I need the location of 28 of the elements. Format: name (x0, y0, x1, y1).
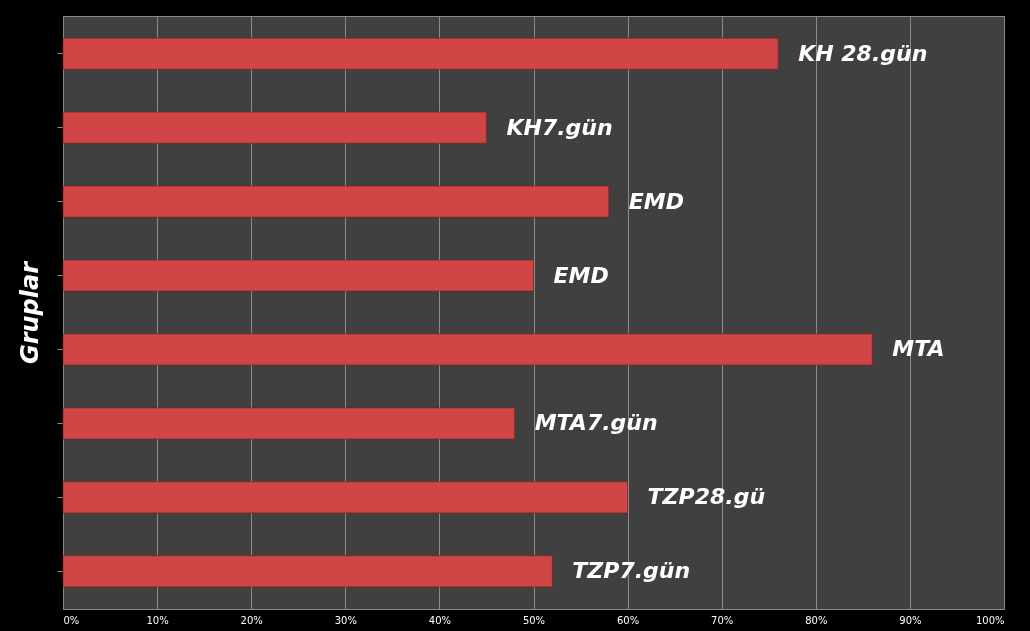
x-tick-label: 70% (711, 614, 734, 626)
bar (62, 481, 628, 514)
x-tick-label: 0% (63, 614, 80, 626)
x-tick-label: 80% (805, 614, 828, 626)
bar (62, 111, 487, 144)
y-tick-label: EMD (553, 262, 609, 288)
bar (62, 333, 873, 366)
bar (62, 555, 553, 588)
bar (62, 259, 534, 292)
x-tick-label: 20% (240, 614, 263, 626)
x-tick-label: 50% (522, 614, 546, 626)
x-tick-label: 100% (975, 614, 1005, 626)
bar (62, 37, 779, 70)
y-axis-title: Gruplar (16, 259, 44, 365)
x-tick-label: 90% (899, 614, 922, 626)
x-tick-label: 30% (334, 614, 357, 626)
y-tick-label: EMD (628, 188, 684, 214)
y-tick-label: KH 28.gün (798, 40, 928, 66)
x-tick-label: 10% (146, 614, 169, 626)
x-tick-label: 60% (616, 614, 640, 626)
bar (62, 185, 610, 218)
y-tick-label: KH7.gün (506, 114, 613, 140)
y-tick-label: TZP7.gün (572, 558, 691, 584)
y-tick-label: MTA7.gün (534, 410, 658, 436)
x-tick-label: 40% (428, 614, 452, 626)
bar (62, 407, 515, 440)
y-tick-label: TZP28.gü (647, 484, 766, 510)
y-tick-label: MTA (892, 336, 945, 362)
